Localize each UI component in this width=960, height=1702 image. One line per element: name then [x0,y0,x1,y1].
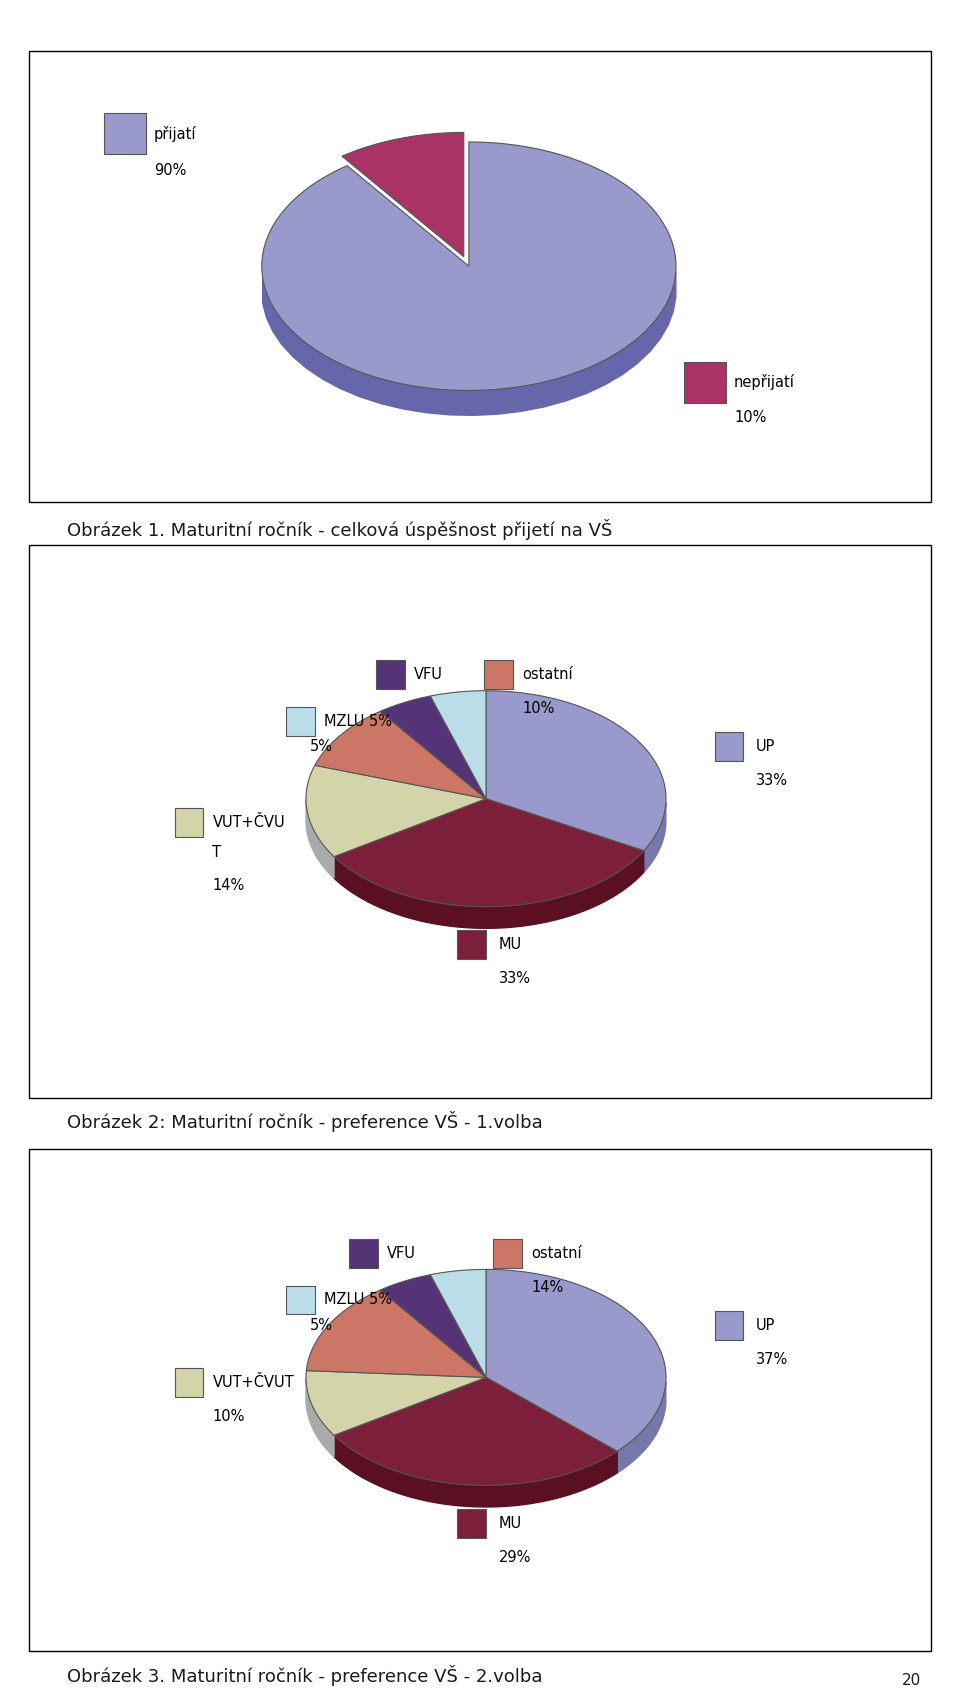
Polygon shape [306,1377,334,1457]
Polygon shape [263,272,676,415]
FancyBboxPatch shape [175,1368,204,1397]
Text: 5%: 5% [309,1317,332,1333]
Text: ostatní: ostatní [531,1246,582,1261]
Polygon shape [306,800,334,878]
Text: MU: MU [498,938,521,951]
Polygon shape [644,803,666,873]
Polygon shape [430,1270,486,1377]
Polygon shape [315,711,486,798]
Text: 20: 20 [902,1673,922,1688]
FancyBboxPatch shape [484,660,513,689]
Polygon shape [486,691,666,851]
FancyBboxPatch shape [714,732,743,761]
Polygon shape [430,691,486,798]
Text: ostatní: ostatní [522,667,572,683]
Polygon shape [380,1275,486,1377]
Text: VUT+ČVUT: VUT+ČVUT [212,1375,294,1391]
Text: MZLU 5%: MZLU 5% [324,1292,392,1307]
Text: 10%: 10% [734,410,766,426]
Text: 5%: 5% [309,739,332,754]
Polygon shape [334,798,644,907]
Text: 37%: 37% [756,1351,788,1367]
Text: UP: UP [756,1317,776,1333]
FancyBboxPatch shape [714,1311,743,1339]
FancyBboxPatch shape [286,706,315,735]
Text: VUT+ČVU: VUT+ČVU [212,815,285,829]
Polygon shape [262,141,676,390]
FancyBboxPatch shape [349,1239,378,1268]
Text: MU: MU [498,1516,521,1530]
Text: Obrázek 3. Maturitní ročník - preference VŠ - 2.volba: Obrázek 3. Maturitní ročník - preference… [67,1665,542,1685]
FancyBboxPatch shape [684,361,726,403]
Text: 33%: 33% [498,972,531,985]
Polygon shape [334,1435,617,1506]
Text: VFU: VFU [414,667,443,683]
Polygon shape [306,766,486,856]
Text: 29%: 29% [498,1551,531,1564]
FancyBboxPatch shape [286,1285,315,1314]
Text: MZLU 5%: MZLU 5% [324,713,392,728]
FancyBboxPatch shape [457,1508,486,1537]
Polygon shape [334,1377,617,1486]
Text: 10%: 10% [212,1409,245,1425]
Text: 14%: 14% [531,1280,564,1295]
Polygon shape [380,696,486,798]
Polygon shape [617,1382,666,1472]
FancyBboxPatch shape [175,808,204,836]
Text: VFU: VFU [387,1246,416,1261]
Text: 14%: 14% [212,878,245,892]
Polygon shape [334,851,644,928]
Text: T: T [212,846,222,860]
Text: UP: UP [756,739,776,754]
Text: Obrázek 2: Maturitní ročník - preference VŠ - 1.volba: Obrázek 2: Maturitní ročník - preference… [67,1111,543,1132]
Polygon shape [486,1270,666,1452]
Text: 33%: 33% [756,773,788,788]
FancyBboxPatch shape [105,112,146,155]
Text: Obrázek 1. Maturitní ročník - celková úspěšnost přijetí na VŠ: Obrázek 1. Maturitní ročník - celková ús… [67,519,612,540]
Text: přijatí: přijatí [154,126,197,141]
FancyBboxPatch shape [376,660,405,689]
FancyBboxPatch shape [493,1239,522,1268]
Polygon shape [306,1370,486,1435]
Text: 10%: 10% [522,701,554,717]
Text: nepřijatí: nepřijatí [734,374,795,390]
Polygon shape [342,133,464,257]
FancyBboxPatch shape [457,929,486,958]
Text: 90%: 90% [154,163,186,179]
Polygon shape [306,1290,486,1377]
